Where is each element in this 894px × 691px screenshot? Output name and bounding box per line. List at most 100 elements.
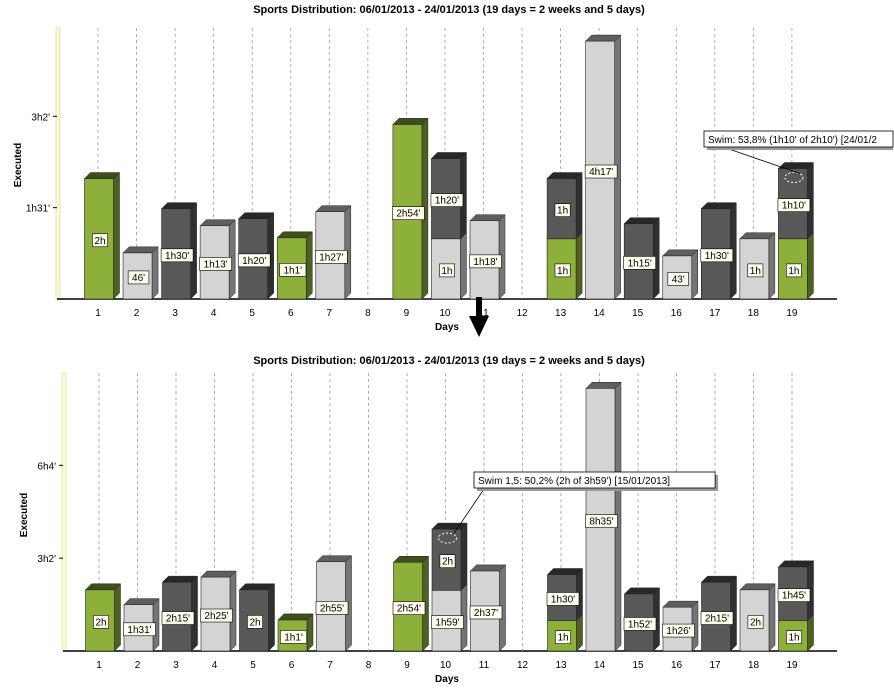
y-axis-label: Executed (19, 493, 30, 537)
bar-top (585, 34, 622, 42)
tooltip-leader (453, 488, 485, 535)
x-tick-label: 16 (671, 308, 683, 319)
data-label-box (392, 206, 425, 220)
bar-segment-swim (546, 238, 577, 300)
data-label-box (777, 588, 811, 602)
data-label-box (785, 263, 802, 278)
bar-top (546, 568, 584, 575)
data-label-box (237, 253, 271, 268)
bar-side (306, 613, 314, 652)
bar-top (123, 598, 160, 605)
bar-side (268, 583, 275, 652)
data-label: 1h13' (204, 259, 228, 270)
data-label-box (584, 164, 618, 179)
data-label: 2h55' (320, 603, 344, 614)
data-label: 8h35' (589, 517, 613, 528)
data-label: 1h (557, 266, 568, 277)
data-label: 2h (95, 617, 106, 628)
x-tick-label: 13 (555, 308, 567, 319)
data-label: 1h (557, 633, 568, 644)
data-label: 1h20' (242, 256, 266, 267)
bar-top (84, 583, 122, 591)
bar-top (739, 583, 776, 591)
tooltip-box (473, 471, 716, 489)
data-label-box (700, 248, 734, 263)
data-label-box (123, 622, 156, 637)
bar-top (623, 587, 661, 595)
x-tick-label: 12 (516, 308, 528, 319)
bar-top (199, 219, 236, 226)
data-label-box (439, 554, 456, 568)
data-label-box (747, 615, 764, 629)
y-axis-band (55, 27, 61, 300)
bar-side (807, 232, 814, 300)
bar-side (768, 583, 776, 652)
x-tick-label: 19 (786, 308, 798, 319)
data-label: 1h59' (435, 618, 459, 629)
data-label: 1h (557, 206, 568, 217)
x-tick-label: 15 (632, 308, 644, 319)
bar-side (575, 171, 583, 240)
bar-top (392, 555, 430, 563)
tooltip-leader (725, 147, 801, 174)
chart-top: Sports Distribution: 06/01/2013 - 24/01/… (13, 4, 894, 333)
data-label: 2h15' (705, 614, 729, 625)
data-label-box (279, 630, 307, 644)
bar-side (113, 171, 120, 300)
bar-side (576, 613, 583, 652)
x-tick-label: 2 (135, 660, 141, 671)
data-label: 1h (788, 633, 799, 644)
data-label-box (700, 611, 734, 625)
data-label: 1h27' (319, 252, 343, 263)
x-tick-label: 3 (172, 308, 178, 319)
bar-top (585, 382, 622, 389)
data-label: 46' (132, 273, 145, 284)
x-tick-label: 18 (748, 308, 760, 319)
bar-top (546, 172, 583, 179)
data-label-box (469, 605, 503, 620)
data-label-box (431, 615, 464, 629)
bar-top (122, 246, 159, 254)
x-tick-label: 11 (479, 660, 490, 671)
bar-side (691, 249, 698, 300)
y-tick-label: 3h2' (31, 112, 50, 123)
data-label-box (439, 263, 455, 278)
bar-top (469, 564, 507, 572)
x-tick-label: 8 (365, 308, 371, 319)
y-axis-label: Executed (13, 143, 24, 187)
data-label-box (554, 263, 571, 278)
data-label-box (585, 514, 618, 528)
x-tick-label: 17 (709, 660, 721, 671)
data-label-box (554, 203, 571, 217)
data-label-box (199, 257, 232, 271)
bar-top (160, 202, 198, 209)
x-tick-label: 10 (440, 660, 452, 671)
x-tick-label: 9 (404, 308, 410, 319)
bar-top (161, 575, 199, 583)
x-tick-label: 14 (594, 308, 606, 319)
bar-top (238, 583, 276, 591)
x-tick-label: 16 (671, 660, 683, 671)
data-label: 1h20' (435, 196, 459, 207)
data-label-box (161, 611, 195, 625)
y-tick-label: 6h4' (37, 461, 56, 472)
data-label: 2h54' (396, 209, 420, 220)
bar-top (777, 162, 815, 169)
bar-segment-swim (778, 620, 808, 652)
bar-side (768, 232, 776, 300)
data-label-box (777, 198, 811, 212)
data-label: 1h31' (127, 625, 151, 636)
x-tick-label: 8 (366, 660, 372, 671)
data-label: 1h45' (782, 591, 806, 602)
bar-top (276, 231, 313, 239)
x-tick-label: 9 (404, 660, 410, 671)
x-tick-label: 5 (249, 308, 255, 319)
data-label-box (546, 592, 580, 606)
bar-top (83, 172, 121, 179)
data-label-box (667, 272, 689, 286)
chart-bottom: Sports Distribution: 06/01/2013 - 24/01/… (19, 355, 837, 685)
data-label: 2h (249, 617, 260, 628)
data-label: 2h (442, 557, 453, 568)
y-axis-band (61, 372, 67, 652)
